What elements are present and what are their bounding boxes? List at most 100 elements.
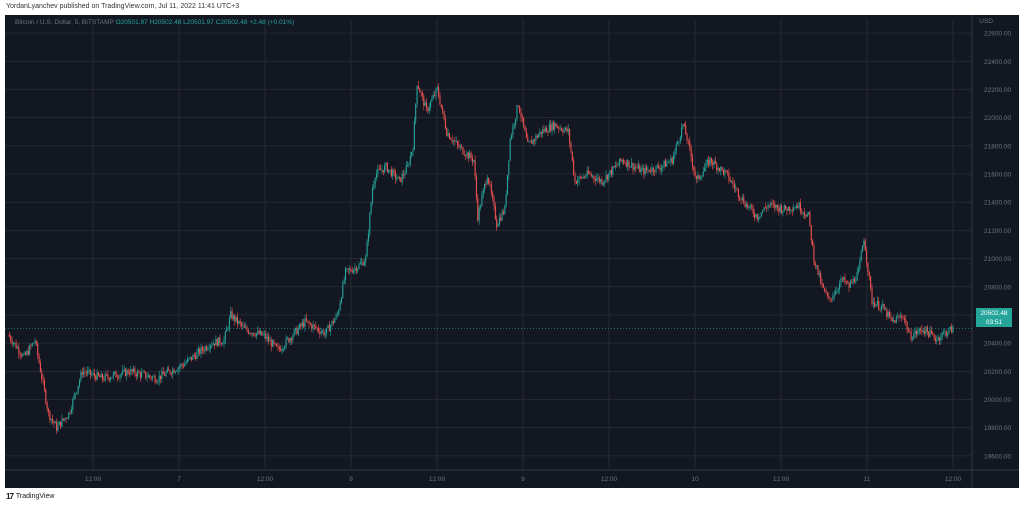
candlestick-chart[interactable]: 19600.00 19800.00 20000.00 20200.00 20400.00… xyxy=(5,15,1019,488)
candle-body xyxy=(211,345,213,346)
candle-body xyxy=(228,317,230,329)
candle-body xyxy=(791,210,793,211)
candle-body xyxy=(799,202,801,212)
candle-body xyxy=(336,314,338,316)
candle-body xyxy=(435,88,437,96)
candle-body xyxy=(812,240,814,246)
candle-body xyxy=(409,156,411,165)
candle-body xyxy=(887,312,889,318)
candle-body xyxy=(277,346,279,348)
candle-body xyxy=(712,162,714,165)
candle-body xyxy=(853,278,855,282)
publisher-header: YordanLyanchev published on TradingView.… xyxy=(6,3,240,10)
candle-body xyxy=(461,146,463,148)
candle-body xyxy=(614,165,617,168)
candle-body xyxy=(706,160,708,163)
y-tick-label: 21400.00 xyxy=(984,200,1011,207)
candle-body xyxy=(500,217,502,221)
candle-body xyxy=(251,333,253,335)
candle-body xyxy=(367,233,369,242)
candle-body xyxy=(230,311,232,318)
candle-body xyxy=(457,141,459,145)
candle-body xyxy=(322,330,324,332)
candle-body xyxy=(377,168,379,174)
candle-body xyxy=(785,205,787,210)
candle-body xyxy=(801,211,803,214)
candle-body xyxy=(450,138,452,140)
candle-body xyxy=(778,207,780,212)
candle-body xyxy=(533,139,536,141)
candle-body xyxy=(261,331,263,336)
chart-area[interactable]: 19600.00 19800.00 20000.00 20200.00 20400.00… xyxy=(5,15,1019,488)
candle-body xyxy=(27,350,29,355)
candle-body xyxy=(405,165,407,174)
candle-body xyxy=(563,129,565,133)
candle-body xyxy=(135,374,137,377)
candle-body xyxy=(70,409,72,413)
candle-body xyxy=(236,316,239,324)
candle-body xyxy=(479,206,482,208)
candle-body xyxy=(119,375,121,379)
candle-body xyxy=(118,377,120,379)
candle-body xyxy=(828,296,830,299)
candle-body xyxy=(921,329,923,332)
footer-brand[interactable]: 17 TradingView xyxy=(6,492,54,501)
candle-body xyxy=(439,96,441,105)
candle-body xyxy=(289,338,291,343)
candle-body xyxy=(104,374,106,381)
candle-body xyxy=(570,142,572,152)
candle-body xyxy=(795,206,797,208)
candle-body xyxy=(752,208,754,214)
candle-body xyxy=(913,333,915,339)
candle-body xyxy=(196,352,198,359)
candle-body xyxy=(806,214,808,217)
candle-body xyxy=(265,333,267,339)
candle-body xyxy=(273,340,275,344)
candle-body xyxy=(255,333,257,337)
candle-body xyxy=(844,277,846,283)
candle-body xyxy=(695,176,698,179)
candle-body xyxy=(903,318,905,320)
candle-body xyxy=(898,316,900,318)
candle-body xyxy=(88,369,90,371)
candle-body xyxy=(604,180,606,183)
candle-body xyxy=(204,346,206,352)
candle-body xyxy=(50,418,52,421)
candle-body xyxy=(713,160,715,165)
candle-body xyxy=(685,125,687,135)
candle-body xyxy=(826,292,828,297)
candle-body xyxy=(830,298,833,300)
candle-body xyxy=(933,334,935,338)
candle-body xyxy=(374,178,376,185)
candle-body xyxy=(544,127,546,132)
candle-body xyxy=(455,141,457,142)
ohlc-legend: Bitcoin / U.S. Dollar, 5, BITSTAMP O2050… xyxy=(15,19,294,26)
candle-body xyxy=(482,189,484,196)
candle-body xyxy=(37,343,39,356)
candle-body xyxy=(832,296,834,300)
candle-body xyxy=(639,165,641,173)
candle-body xyxy=(467,152,469,159)
candle-body xyxy=(403,174,405,176)
candle-body xyxy=(548,124,550,133)
candle-body xyxy=(191,356,193,360)
candle-body xyxy=(427,107,429,111)
candle-body xyxy=(936,339,938,341)
candle-body xyxy=(527,137,529,142)
candle-body xyxy=(934,337,936,341)
candle-body xyxy=(443,110,445,119)
candle-body xyxy=(868,272,870,277)
candle-body xyxy=(709,157,711,166)
candle-body xyxy=(53,421,55,424)
candle-body xyxy=(758,217,760,220)
candle-body xyxy=(508,160,510,175)
close-value: C20502.48 xyxy=(215,19,248,26)
candle-body xyxy=(845,282,847,283)
candle-body xyxy=(609,169,611,174)
candle-body xyxy=(567,129,569,132)
candle-body xyxy=(862,246,864,252)
candle-body xyxy=(797,206,799,208)
candle-body xyxy=(585,176,587,178)
candle-body xyxy=(729,180,731,182)
candle-body xyxy=(87,370,89,374)
